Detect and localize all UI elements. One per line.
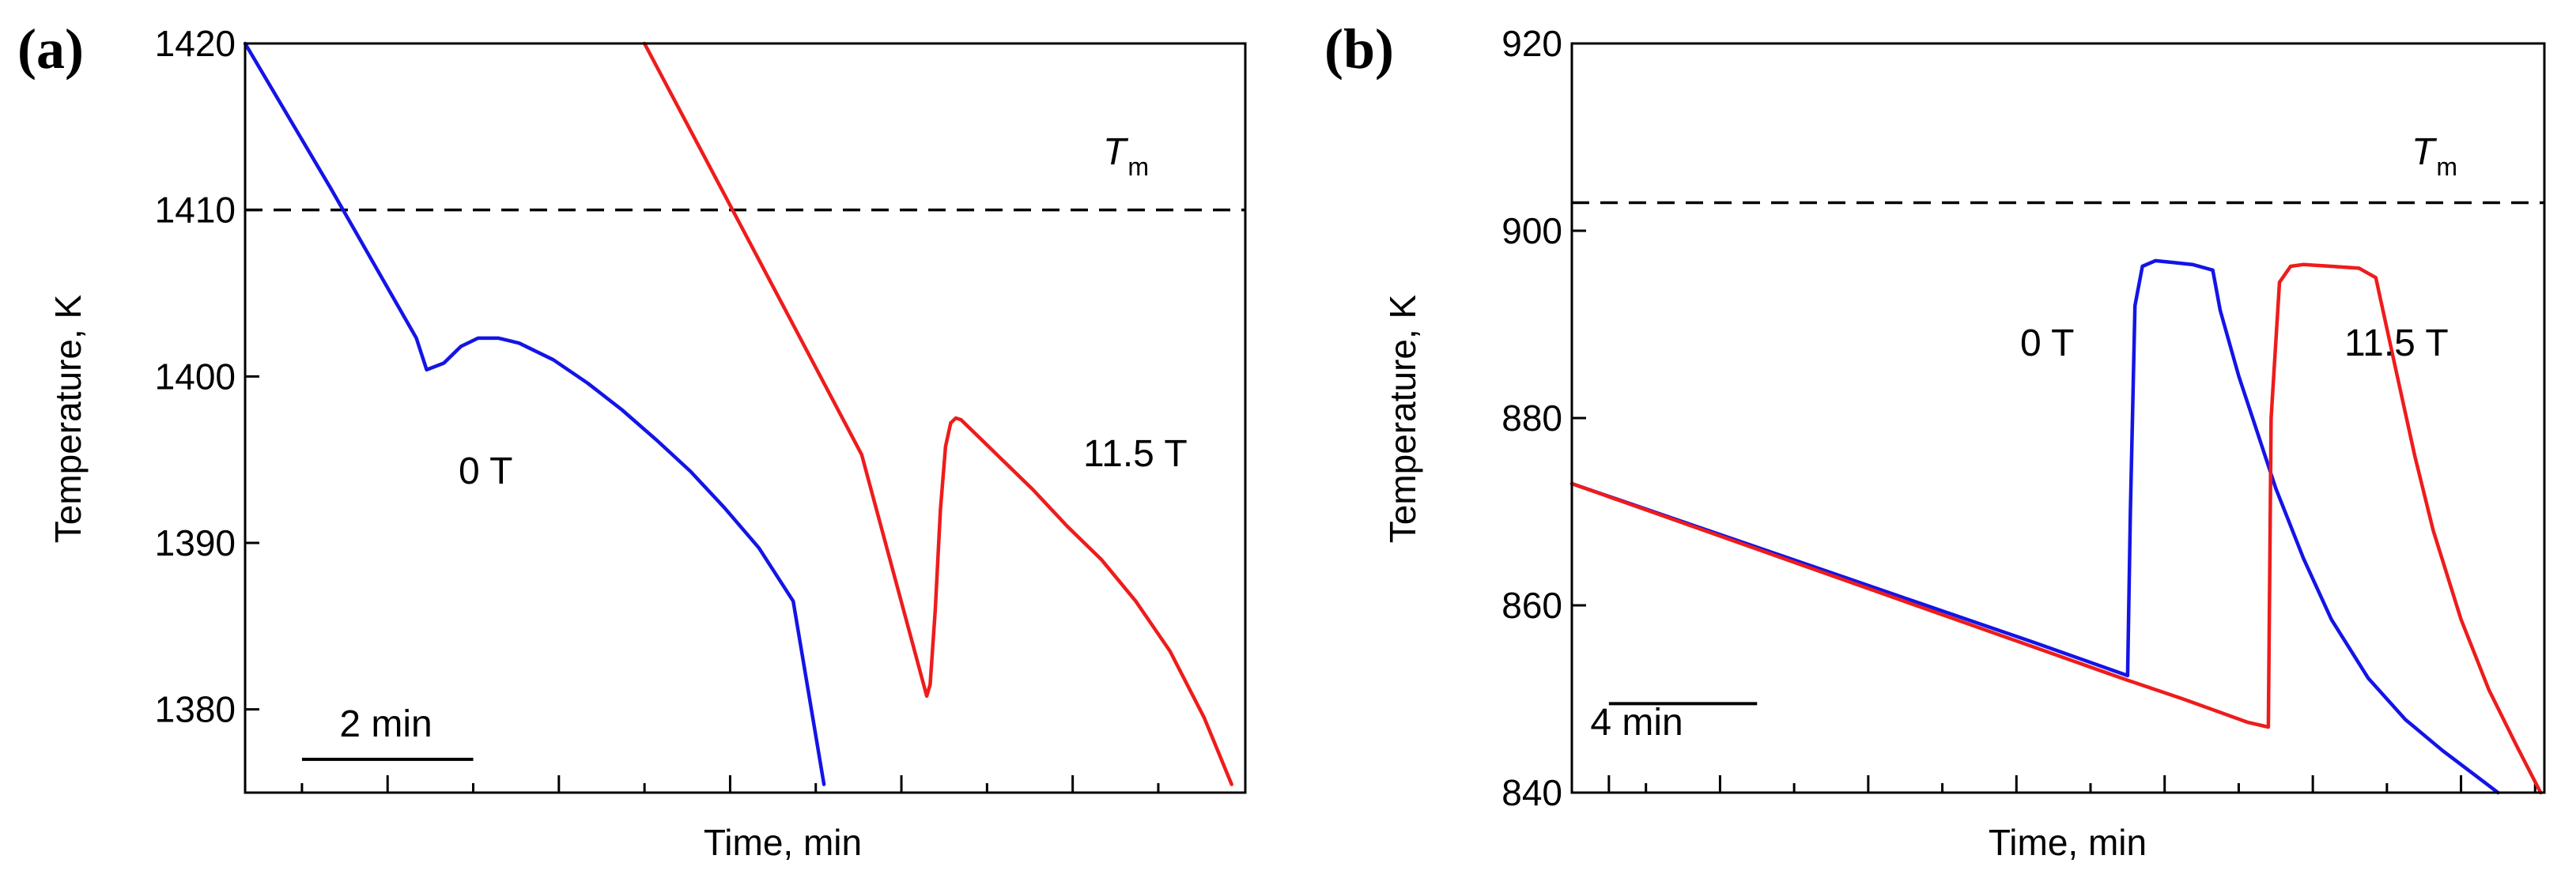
- panel-b-y-axis-title: Temperature, K: [1382, 294, 1423, 543]
- panel-b-label: (b): [1324, 17, 1394, 81]
- panel-b-y-tick-label: 900: [1501, 210, 1562, 251]
- panel-a-label: (a): [17, 17, 84, 81]
- panel-a-tm-sub: m: [1127, 153, 1149, 181]
- panel-b-annotation-11-5t: 11.5 T: [2344, 322, 2449, 364]
- panel-b-plot-area: [1569, 42, 2544, 795]
- panel-a: (a) 1380 1390 1400 1410 1420 Time, min Tempe…: [17, 17, 1247, 863]
- panel-a-annotation-11-5t: 11.5 T: [1083, 433, 1188, 475]
- panel-a-series-0-t: [243, 41, 826, 786]
- panel-a-y-axis-title: Temperature, K: [47, 294, 89, 543]
- panel-a-y-tick-labels: 1380 1390 1400 1410 1420: [155, 23, 236, 730]
- panel-a-y-tick-label: 1410: [155, 190, 236, 231]
- panel-b-series-0-t: [1569, 258, 2500, 795]
- panel-b-scale-bar-label: 4 min: [1590, 702, 1683, 744]
- panel-b-y-tick-label: 880: [1501, 398, 1562, 439]
- panel-b: (b) 840 860 880 900 920 Time, min Temperatur…: [1324, 17, 2546, 863]
- panel-b-series-11-5-t: [1569, 262, 2543, 795]
- panel-a-tm-label: Tm: [1103, 131, 1149, 181]
- panel-b-tm-sub: m: [2436, 153, 2457, 181]
- panel-a-scale-bar-label: 2 min: [339, 703, 432, 745]
- panel-a-y-tick-label: 1380: [155, 689, 236, 730]
- panel-b-tm-main: T: [2412, 131, 2438, 173]
- panel-b-annotation-0t: 0 T: [2020, 322, 2074, 364]
- panel-a-frame: [244, 42, 1247, 794]
- panel-a-series-11-5-t: [642, 41, 1233, 786]
- panel-a-plot-area: [243, 41, 1245, 793]
- panel-b-y-tick-label: 920: [1501, 23, 1562, 64]
- panel-a-x-axis-title: Time, min: [704, 822, 862, 863]
- panel-b-y-tick-labels: 840 860 880 900 920: [1501, 23, 1562, 813]
- panel-b-tm-label: Tm: [2412, 131, 2457, 181]
- panel-a-y-tick-label: 1390: [155, 522, 236, 563]
- panel-b-x-axis-title: Time, min: [1989, 822, 2147, 863]
- panel-a-y-tick-label: 1400: [155, 356, 236, 397]
- panel-b-frame: [1570, 42, 2546, 794]
- panel-b-y-tick-label: 840: [1501, 772, 1562, 813]
- panel-a-annotation-0t: 0 T: [459, 450, 512, 492]
- panel-a-y-tick-label: 1420: [155, 23, 236, 64]
- panel-b-y-tick-label: 860: [1501, 585, 1562, 626]
- panel-a-tm-main: T: [1103, 131, 1129, 173]
